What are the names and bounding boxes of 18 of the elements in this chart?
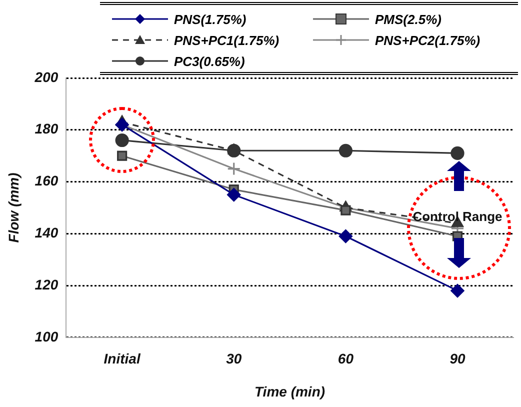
- y-tick-label: 100: [34, 328, 58, 344]
- legend-label: PNS+PC2(1.75%): [375, 32, 480, 48]
- x-tick-label: 30: [226, 350, 242, 367]
- legend-label: PNS+PC1(1.75%): [174, 32, 280, 48]
- y-axis-title: Flow (mm): [5, 172, 22, 243]
- y-tick-label: 140: [34, 224, 58, 240]
- annotation: Control Range: [412, 209, 502, 224]
- y-tick-label: 200: [34, 68, 58, 85]
- y-tick-label: 120: [34, 276, 58, 292]
- y-tick-label: 180: [34, 120, 58, 137]
- x-tick-label: 60: [338, 350, 354, 367]
- x-tick-label: 90: [450, 350, 466, 367]
- legend-label: PNS(1.75%): [174, 12, 246, 26]
- x-axis-title: Time (min): [254, 383, 326, 400]
- legend-label: PC3(0.65%): [174, 54, 245, 68]
- y-tick-label: 160: [34, 172, 58, 189]
- x-tick-label: Initial: [104, 350, 142, 367]
- legend-label: PMS(2.5%): [375, 12, 442, 26]
